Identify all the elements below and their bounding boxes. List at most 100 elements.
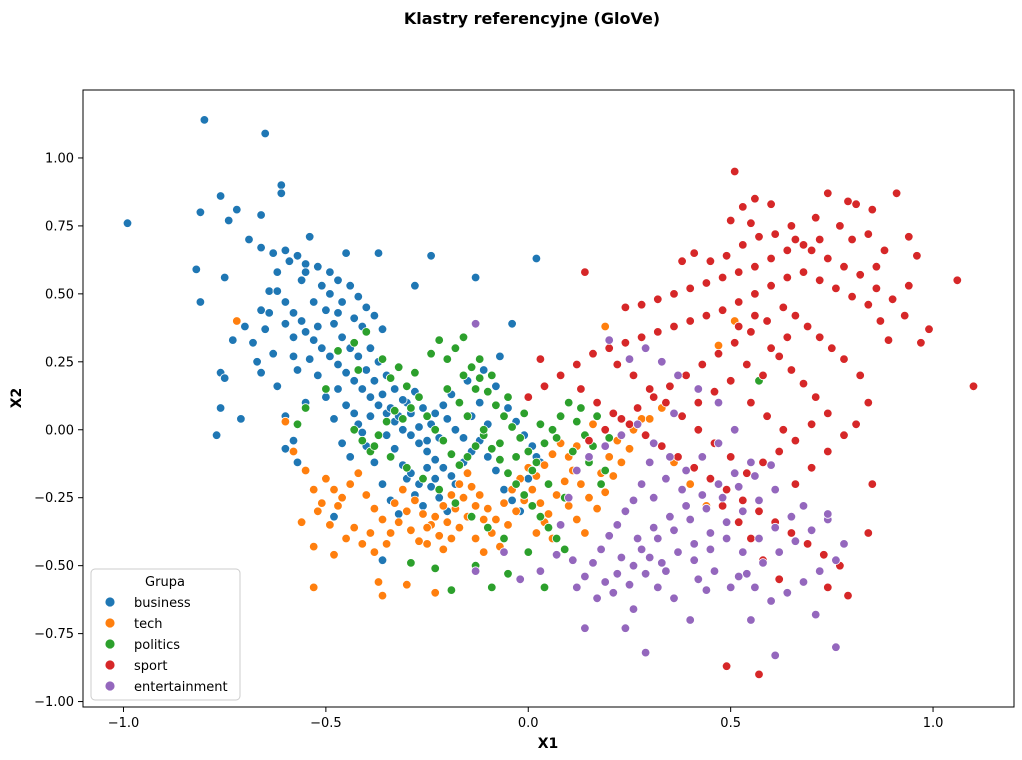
point-sport-129 (616, 414, 627, 424)
point-entertainment-110 (645, 552, 655, 563)
point-entertainment-56 (798, 577, 809, 587)
point-business-134 (305, 354, 315, 364)
point-business-2 (195, 207, 206, 218)
point-business-25 (361, 302, 372, 313)
y-axis-ticks: −1.00 −0.75 −0.50 −0.25 0.00 0.25 0.50 0.75 1.00 (34, 151, 83, 710)
point-sport-62 (766, 281, 776, 291)
point-sport-94 (819, 550, 829, 560)
point-business-90 (418, 501, 428, 511)
point-politics-98 (543, 479, 554, 489)
point-politics-97 (527, 465, 538, 476)
point-entertainment-93 (713, 397, 724, 408)
point-sport-79 (576, 384, 586, 394)
point-politics-18 (483, 387, 493, 397)
point-entertainment-36 (653, 533, 663, 544)
point-business-38 (211, 430, 222, 440)
point-entertainment-3 (669, 408, 679, 419)
point-sport-82 (624, 419, 635, 430)
point-business-161 (377, 555, 388, 565)
point-business-17 (292, 251, 303, 261)
point-business-108 (321, 305, 331, 315)
point-entertainment-19 (673, 547, 683, 557)
point-sport-117 (802, 321, 813, 332)
point-business-29 (373, 248, 384, 258)
point-sport-75 (555, 370, 566, 381)
point-business-147 (422, 435, 432, 446)
point-entertainment-22 (721, 517, 732, 527)
point-politics-76 (454, 397, 465, 408)
x-tick-label: 1.0 (923, 716, 944, 731)
point-sport-137 (806, 419, 817, 430)
point-entertainment-71 (831, 642, 841, 652)
point-tech-42 (329, 484, 339, 495)
point-sport-29 (798, 240, 809, 250)
y-axis-label: X2 (9, 388, 25, 409)
point-sport-96 (823, 582, 833, 593)
point-politics-33 (357, 435, 368, 446)
point-entertainment-61 (701, 585, 712, 595)
point-sport-30 (782, 245, 793, 256)
point-tech-95 (479, 547, 489, 557)
point-sport-33 (734, 267, 744, 277)
point-sport-149 (612, 359, 623, 370)
point-tech-45 (353, 468, 364, 478)
point-entertainment-112 (612, 569, 623, 579)
point-entertainment-62 (685, 615, 695, 625)
point-business-154 (503, 403, 513, 413)
point-politics-55 (535, 512, 546, 522)
point-tech-36 (600, 487, 610, 498)
point-sport-66 (701, 310, 712, 321)
point-sport-46 (738, 240, 748, 250)
point-politics-64 (503, 569, 513, 579)
point-politics-69 (466, 512, 477, 522)
point-sport-90 (754, 506, 764, 517)
point-business-67 (422, 446, 432, 457)
point-sport-160 (750, 310, 760, 321)
point-sport-13 (904, 232, 914, 242)
point-sport-9 (843, 196, 853, 207)
point-tech-93 (462, 468, 473, 478)
point-business-23 (345, 281, 355, 291)
point-tech-107 (713, 340, 724, 351)
point-business-163 (333, 384, 343, 394)
point-politics-40 (414, 392, 424, 402)
point-sport-26 (847, 234, 857, 245)
point-politics-32 (349, 425, 359, 435)
point-entertainment-58 (766, 596, 776, 606)
point-entertainment-104 (738, 547, 748, 557)
x-tick-label: 0.0 (518, 716, 539, 731)
point-business-60 (365, 392, 376, 402)
point-entertainment-10 (596, 544, 606, 555)
point-entertainment-105 (754, 533, 764, 544)
point-politics-43 (438, 435, 449, 446)
point-sport-136 (823, 408, 833, 419)
point-entertainment-111 (628, 561, 639, 571)
point-tech-2 (309, 541, 319, 552)
point-entertainment-74 (568, 555, 578, 565)
point-politics-28 (564, 397, 574, 408)
point-entertainment-91 (713, 438, 724, 449)
point-tech-34 (584, 493, 594, 503)
point-business-9 (223, 215, 234, 226)
point-sport-125 (681, 370, 691, 381)
point-business-61 (373, 400, 384, 411)
point-business-8 (256, 210, 266, 220)
point-politics-61 (446, 585, 457, 595)
point-business-106 (296, 275, 307, 286)
point-business-172 (422, 463, 432, 473)
point-politics-2 (321, 384, 331, 394)
point-sport-77 (523, 392, 534, 402)
point-business-18 (305, 232, 315, 242)
point-entertainment-53 (839, 539, 849, 549)
point-business-47 (264, 286, 274, 296)
point-sport-104 (746, 533, 756, 544)
point-tech-33 (576, 479, 586, 489)
point-tech-61 (483, 503, 493, 514)
point-entertainment-107 (786, 512, 797, 522)
point-sport-156 (709, 387, 720, 397)
point-business-49 (280, 297, 291, 307)
point-entertainment-2 (624, 354, 635, 364)
point-entertainment-4 (645, 457, 655, 468)
point-business-84 (369, 457, 380, 468)
point-sport-118 (790, 310, 801, 321)
